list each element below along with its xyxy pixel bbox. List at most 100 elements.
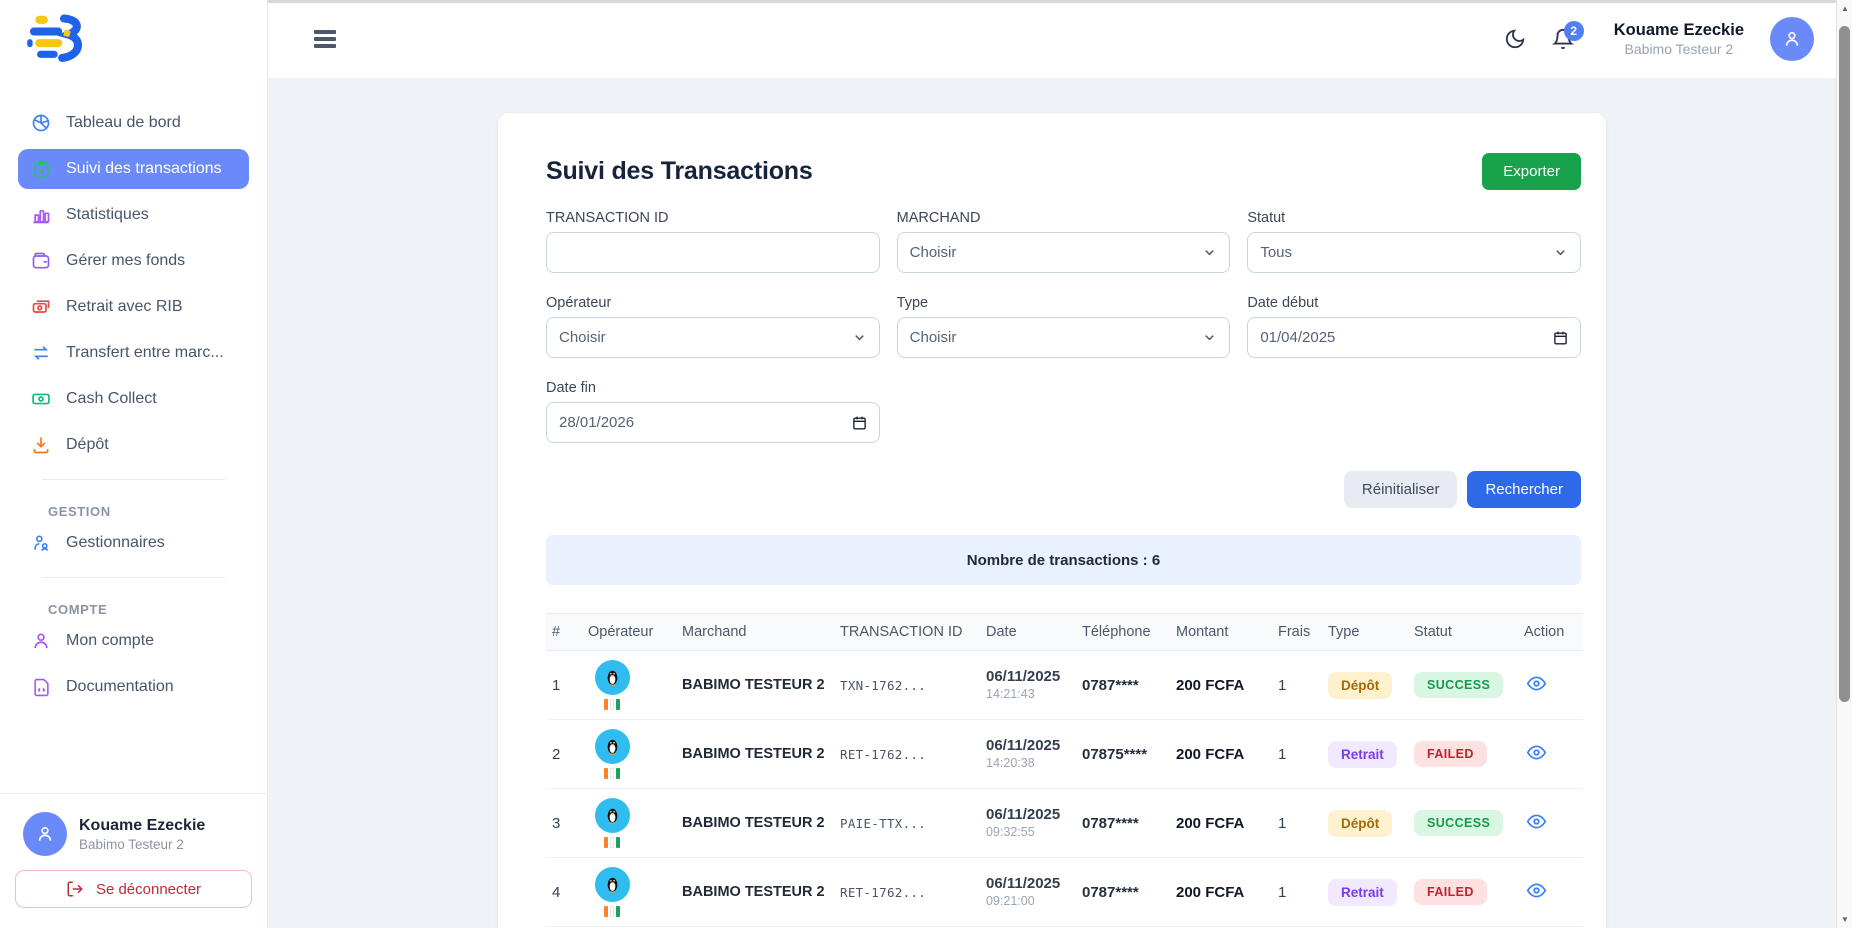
topbar-user-info: Kouame Ezeckie Babimo Testeur 2 [1614, 21, 1744, 57]
col-header: Opérateur [588, 624, 654, 640]
date-debut-input[interactable]: 01/04/2025 [1247, 317, 1581, 358]
brand-logo[interactable] [0, 0, 267, 81]
sidebar-item-cash-collect[interactable]: Cash Collect [18, 379, 249, 419]
sidebar-item-statistiques[interactable]: Statistiques [18, 195, 249, 235]
col-header: # [552, 624, 561, 640]
transactions-card: Suivi des Transactions Exporter TRANSACT… [497, 112, 1607, 928]
transactions-table: # Opérateur Marchand TRANSACTION ID Date… [546, 613, 1583, 928]
sidebar-item-documentation[interactable]: Documentation [18, 667, 249, 707]
logout-button[interactable]: Se déconnecter [15, 870, 252, 908]
topbar-avatar[interactable] [1770, 17, 1814, 61]
table-row: 1 BABIMO TESTEUR 2 TXN-1762... 06/11/202… [546, 651, 1583, 720]
filter-type: Type Choisir [896, 295, 1231, 358]
transaction-id: TXN-1762... [840, 677, 927, 693]
statut-select[interactable]: Tous [1247, 232, 1581, 273]
calendar-icon [1554, 331, 1567, 345]
sidebar-item-mon-compte[interactable]: Mon compte [18, 621, 249, 661]
filter-label: Type [896, 295, 929, 311]
transactions-count-banner: Nombre de transactions : 6 [546, 535, 1581, 585]
sidebar-item-label: Tableau de bord [66, 114, 181, 131]
topbar-user-subtitle: Babimo Testeur 2 [1624, 41, 1734, 57]
transfer-icon [30, 342, 52, 364]
type-badge: Retrait [1328, 878, 1397, 906]
sidebar-item-label: Suivi des transactions [66, 160, 222, 177]
operator-cell [588, 867, 636, 917]
sidebar-section-gestion: GESTION [48, 504, 111, 519]
sidebar-item-depot[interactable]: Dépôt [18, 425, 249, 465]
fees: 1 [1278, 814, 1287, 832]
menu-toggle-button[interactable] [310, 23, 340, 56]
moon-icon [1505, 29, 1525, 49]
operateur-select[interactable]: Choisir [546, 317, 880, 358]
topbar-user-name: Kouame Ezeckie [1613, 21, 1744, 39]
notifications-button[interactable]: 2 [1551, 21, 1584, 50]
fees: 1 [1278, 883, 1287, 901]
wave-penguin-icon [594, 798, 630, 833]
table-body: 1 BABIMO TESTEUR 2 TXN-1762... 06/11/202… [546, 651, 1583, 928]
view-details-button[interactable] [1524, 671, 1549, 699]
sidebar-item-transfert-entre-marchands[interactable]: Transfert entre marc... [18, 333, 249, 373]
reset-button[interactable]: Réinitialiser [1343, 471, 1458, 508]
row-number: 1 [552, 676, 561, 694]
sidebar-divider [42, 479, 225, 480]
view-details-button[interactable] [1524, 740, 1549, 768]
transaction-date: 06/11/2025 14:20:38 [986, 736, 1061, 770]
export-button[interactable]: Exporter [1482, 153, 1581, 190]
col-header: Frais [1278, 624, 1311, 640]
main-area: 2 Kouame Ezeckie Babimo Testeur 2 Suivi … [268, 0, 1836, 928]
avatar [23, 812, 67, 856]
filter-statut: Statut Tous [1247, 210, 1581, 273]
table-row: 3 BABIMO TESTEUR 2 PAIE-TTX... 06/11/202… [546, 789, 1583, 858]
dark-mode-toggle[interactable] [1504, 28, 1526, 50]
row-number: 4 [552, 883, 561, 901]
transaction-date: 06/11/2025 09:32:55 [986, 805, 1061, 839]
transaction-id-input[interactable] [559, 244, 867, 261]
scrollbar-thumb[interactable] [1839, 26, 1850, 702]
sidebar-user-card: Kouame Ezeckie Babimo Testeur 2 Se décon… [0, 793, 267, 928]
statistics-icon [30, 204, 52, 226]
row-number: 2 [552, 745, 561, 763]
filter-date-debut: Date début 01/04/2025 [1247, 295, 1581, 358]
operator-cell [588, 660, 636, 710]
view-details-button[interactable] [1524, 809, 1549, 837]
fees: 1 [1278, 745, 1287, 763]
page-scrollbar[interactable]: ▲ ▼ [1836, 0, 1852, 928]
transactions-clipboard-icon [30, 158, 52, 180]
select-value: Choisir [909, 244, 957, 261]
filter-label: MARCHAND [896, 210, 981, 226]
sidebar-item-suivi-des-transactions[interactable]: Suivi des transactions [18, 149, 249, 189]
sidebar-user-name: Kouame Ezeckie [79, 816, 206, 834]
date-fin-input[interactable]: 28/01/2026 [546, 402, 880, 443]
filter-label: Statut [1247, 210, 1286, 226]
babimo-logo-icon [27, 14, 82, 62]
sidebar: Tableau de bord Suivi des transactions S… [0, 0, 268, 928]
page-title: Suivi des Transactions [546, 157, 813, 185]
cote-divoire-flag-icon [603, 906, 621, 917]
type-select[interactable]: Choisir [896, 317, 1231, 358]
cote-divoire-flag-icon [603, 837, 621, 848]
search-button[interactable]: Rechercher [1467, 471, 1581, 508]
operator-cell [588, 798, 636, 848]
topbar: 2 Kouame Ezeckie Babimo Testeur 2 [268, 0, 1836, 78]
sidebar-divider [42, 577, 225, 578]
sidebar-item-gestionnaires[interactable]: Gestionnaires [18, 523, 249, 563]
scroll-down-arrow[interactable]: ▼ [1841, 915, 1849, 924]
sidebar-item-tableau-de-bord[interactable]: Tableau de bord [18, 103, 249, 143]
chevron-down-icon [1205, 335, 1215, 341]
filter-transaction-id: TRANSACTION ID [546, 210, 880, 273]
marchand-select[interactable]: Choisir [896, 232, 1231, 273]
sidebar-user-subtitle: Babimo Testeur 2 [79, 836, 184, 852]
scroll-up-arrow[interactable]: ▲ [1841, 4, 1849, 13]
sidebar-item-gerer-mes-fonds[interactable]: Gérer mes fonds [18, 241, 249, 281]
sidebar-item-retrait-avec-rib[interactable]: Retrait avec RIB [18, 287, 249, 327]
view-details-button[interactable] [1524, 878, 1549, 906]
status-badge: FAILED [1414, 741, 1487, 767]
eye-icon [1526, 883, 1547, 898]
filter-label: TRANSACTION ID [546, 210, 669, 226]
table-row: 4 BABIMO TESTEUR 2 RET-1762... 06/11/202… [546, 858, 1583, 927]
merchant-name: BABIMO TESTEUR 2 [682, 884, 825, 900]
table-header-row: # Opérateur Marchand TRANSACTION ID Date… [546, 613, 1583, 651]
chevron-down-icon [1556, 250, 1565, 256]
filter-label: Date début [1247, 295, 1319, 311]
eye-icon [1526, 814, 1547, 829]
